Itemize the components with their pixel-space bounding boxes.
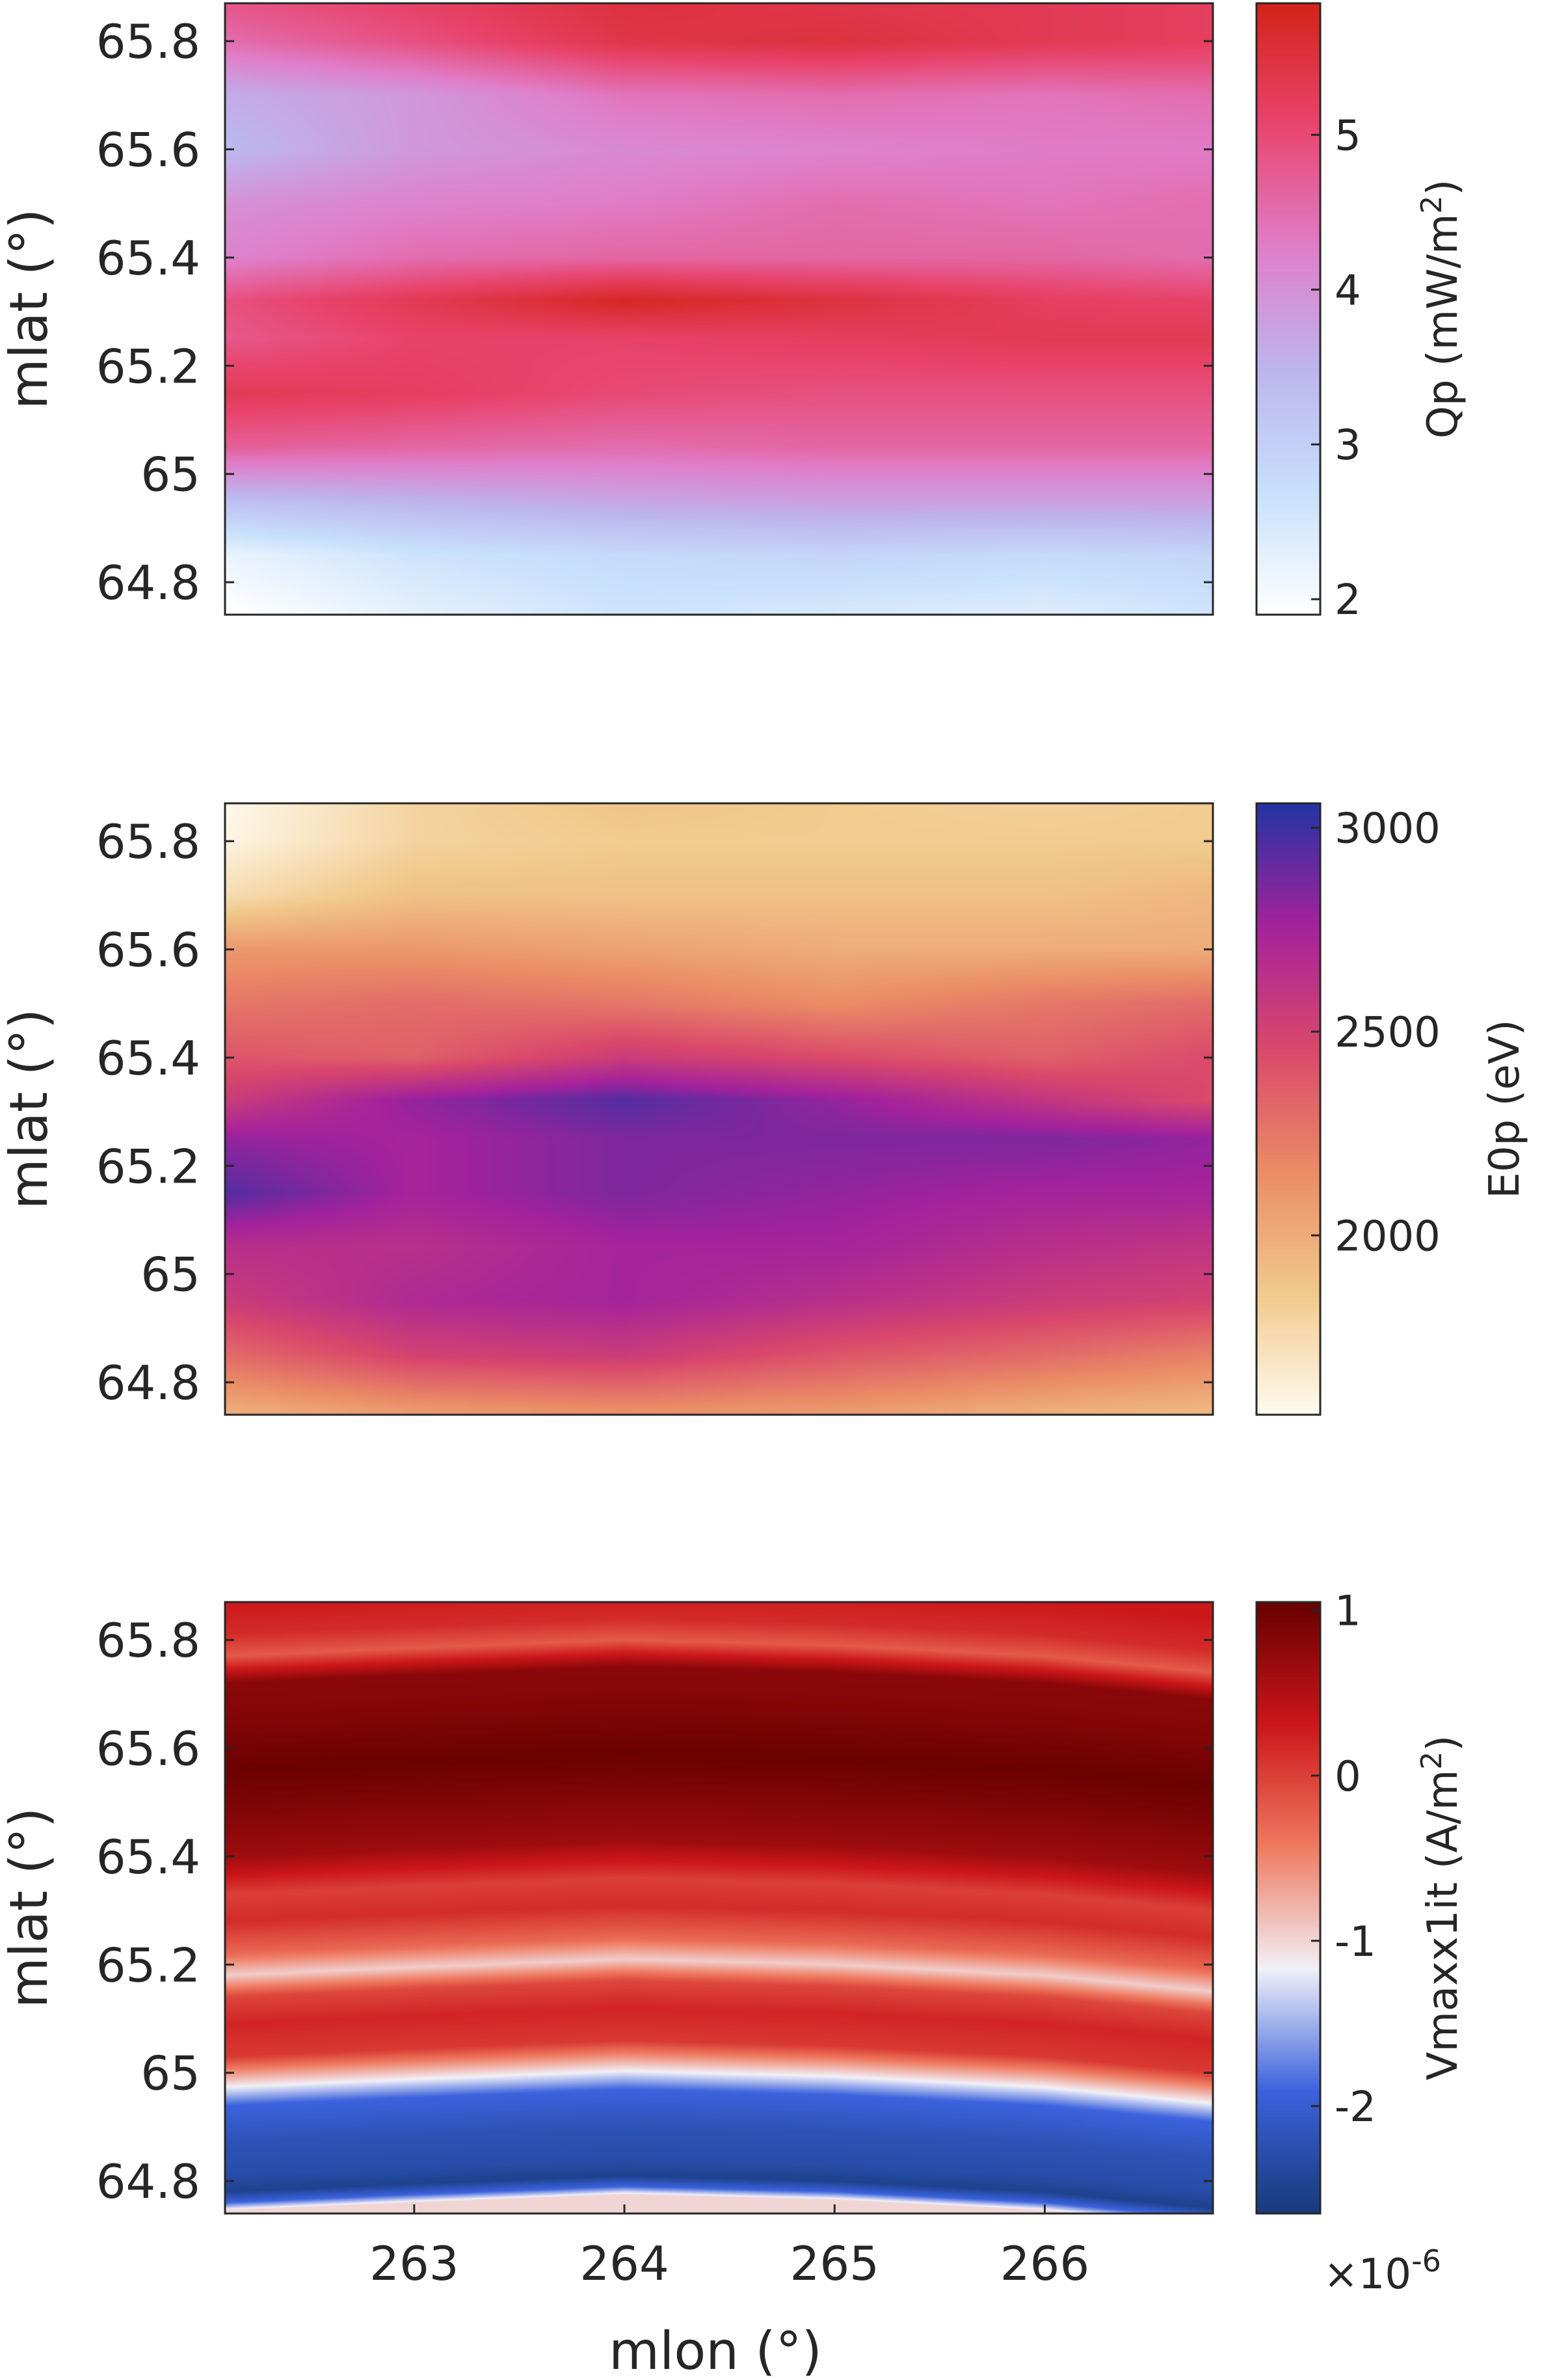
y-tick-label: 65.8 xyxy=(96,814,200,869)
colorbar-tick-label: 2000 xyxy=(1335,1212,1441,1261)
y-tick-label: 65 xyxy=(140,2046,200,2101)
y-tick-label: 65.2 xyxy=(96,1139,200,1194)
colorbar-tick-label: 5 xyxy=(1335,112,1361,160)
panel-vmaxx1it: 64.8 65 65.2 65.4 65.6 65.8 263 264 265 266 mlat… xyxy=(0,1588,1467,2380)
y-tick-label: 65.6 xyxy=(96,923,200,978)
colorbar-label: Vmaxx1it (A/m2) xyxy=(1415,1735,1467,2081)
colorbar-tick-label: 2 xyxy=(1335,576,1361,624)
colorbar-label: E0p (eV) xyxy=(1481,1019,1529,1198)
y-tick-label: 64.8 xyxy=(96,1356,200,1410)
y-tick-label: 65.2 xyxy=(96,1938,200,1992)
colorbar-tick-label: 0 xyxy=(1335,1753,1361,1801)
y-tick-label: 65.6 xyxy=(96,1722,200,1776)
x-tick-label: 263 xyxy=(369,2236,459,2291)
colorbar-tick-label: 1 xyxy=(1335,1588,1361,1636)
y-tick-label: 65.6 xyxy=(96,123,200,178)
colorbar-tick-label: 4 xyxy=(1335,267,1361,315)
y-axis-label: mlat (°) xyxy=(0,209,59,409)
colorbar-vmaxx1it xyxy=(1256,1602,1320,2213)
colorbar-tick-label: 3000 xyxy=(1335,805,1441,853)
x-tick-label: 264 xyxy=(579,2236,669,2291)
x-tick-label: 266 xyxy=(1000,2236,1089,2291)
colorbar-frame xyxy=(1255,1601,1322,2215)
panel-e0p: 64.8 65 65.2 65.4 65.6 65.8 mlat (°) 2000 2500… xyxy=(0,802,1529,1416)
colorbar-label: Qp (mW/m2) xyxy=(1415,180,1467,439)
y-tick-label: 65.2 xyxy=(96,339,200,394)
y-tick-label: 65.8 xyxy=(96,1613,200,1668)
heatmap-qp xyxy=(225,3,1213,615)
colorbar-tick-label: 3 xyxy=(1335,421,1361,470)
colorbar-multiplier: ×10-6 xyxy=(1323,2243,1441,2299)
y-tick-label: 65.4 xyxy=(96,231,200,286)
y-tick-labels: 64.8 65 65.2 65.4 65.6 65.8 xyxy=(96,1613,1213,2209)
y-tick-label: 65.4 xyxy=(96,1031,200,1086)
colorbar-tick-label: 2500 xyxy=(1335,1009,1441,1057)
y-tick-label: 64.8 xyxy=(96,555,200,610)
y-tick-label: 65 xyxy=(140,448,200,502)
heatmap-vmaxx1it xyxy=(225,1602,1213,2213)
colorbar-tick-label: -1 xyxy=(1335,1918,1376,1966)
x-tick-labels: 263 264 265 266 xyxy=(369,2204,1089,2291)
x-tick-label: 265 xyxy=(790,2236,879,2291)
y-tick-labels: 64.8 65 65.2 65.4 65.6 65.8 xyxy=(96,814,1213,1410)
y-axis-label: mlat (°) xyxy=(0,1009,59,1209)
colorbar-tick-labels: -2 -1 0 1 xyxy=(1311,1588,1376,2132)
y-tick-labels: 64.8 65 65.2 65.4 65.6 65.8 xyxy=(96,14,1213,610)
plot-frame xyxy=(224,2,1214,616)
y-tick-label: 65.4 xyxy=(96,1830,200,1884)
x-axis-label: mlon (°) xyxy=(609,2321,822,2380)
plot-frame xyxy=(224,1601,1214,2215)
colorbar-tick-label: -2 xyxy=(1335,2083,1376,2132)
y-tick-label: 65 xyxy=(140,1248,200,1302)
colorbar-tick-labels: 2 3 4 5 xyxy=(1311,112,1361,624)
panel-qp: 64.8 65 65.2 65.4 65.6 65.8 mlat (°) 2 3 4 5 Qp … xyxy=(0,2,1467,624)
plot-frame xyxy=(224,802,1214,1416)
colorbar-e0p xyxy=(1256,803,1320,1415)
y-tick-label: 64.8 xyxy=(96,2154,200,2209)
colorbar-frame xyxy=(1255,2,1322,616)
y-tick-label: 65.8 xyxy=(96,14,200,69)
colorbar-tick-labels: 2000 2500 3000 xyxy=(1311,805,1441,1261)
colorbar-frame xyxy=(1255,802,1322,1416)
y-axis-label: mlat (°) xyxy=(0,1808,59,2008)
heatmap-e0p xyxy=(225,803,1213,1415)
colorbar-qp xyxy=(1256,3,1320,615)
